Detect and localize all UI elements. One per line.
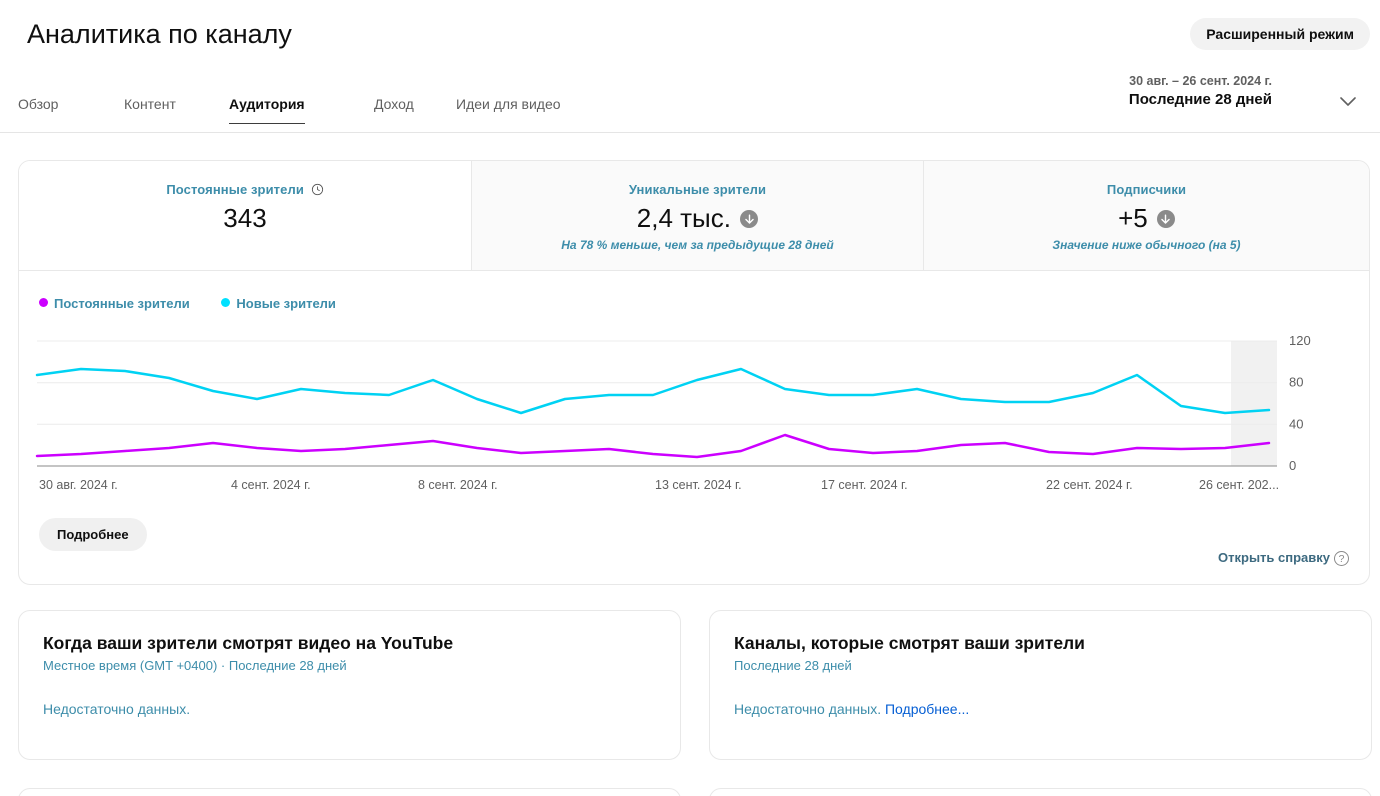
svg-text:120: 120: [1289, 333, 1311, 348]
svg-text:0: 0: [1289, 458, 1296, 473]
svg-text:40: 40: [1289, 416, 1303, 431]
svg-text:80: 80: [1289, 375, 1303, 390]
